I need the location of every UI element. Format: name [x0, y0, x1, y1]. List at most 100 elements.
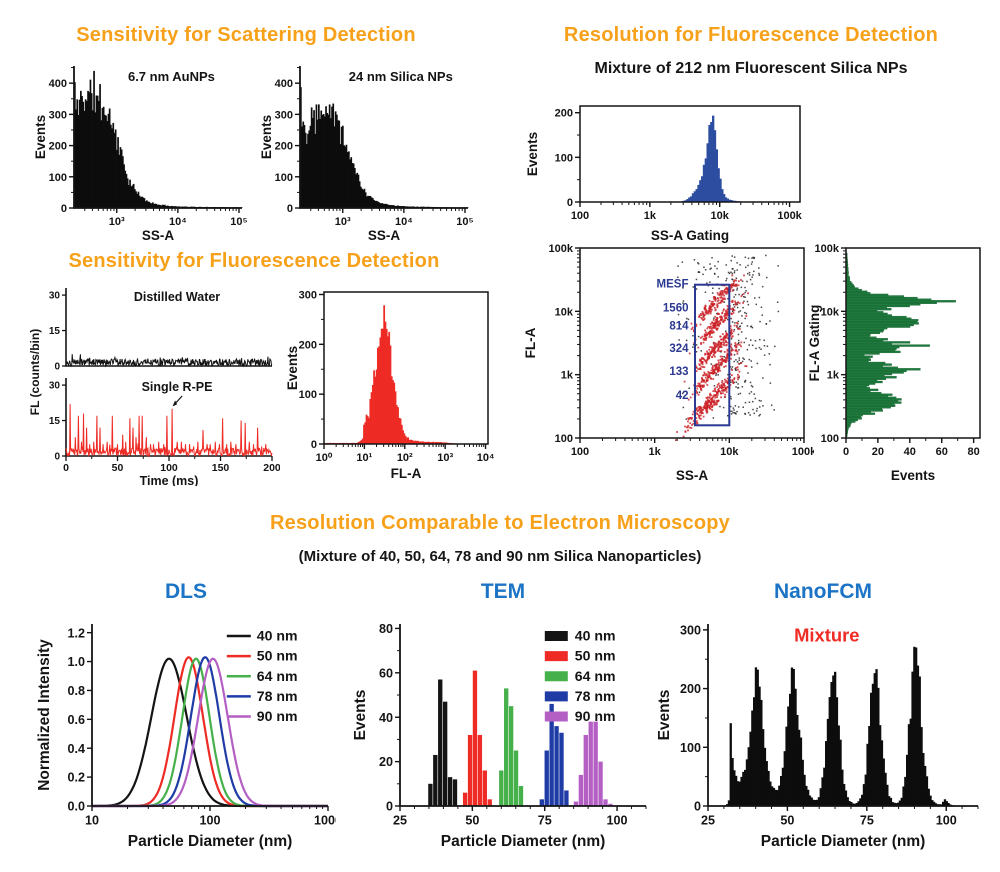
svg-text:300: 300: [299, 289, 317, 301]
svg-text:30: 30: [49, 291, 61, 302]
svg-text:300: 300: [49, 109, 67, 121]
svg-text:10⁵: 10⁵: [456, 216, 473, 228]
aunps-plot-svg: 10³ 10⁴ 10⁵ 0 100 200 300 400 SS-A Events 6.7 nm A…: [33, 66, 248, 243]
svg-text:1560: 1560: [663, 303, 689, 315]
svg-text:100: 100: [555, 433, 573, 445]
svg-text:100: 100: [160, 462, 178, 474]
svg-text:75: 75: [860, 814, 874, 828]
svg-text:MESF: MESF: [657, 278, 689, 290]
svg-text:10k: 10k: [711, 210, 730, 222]
svg-text:100k: 100k: [792, 446, 814, 458]
svg-text:Distilled Water: Distilled Water: [134, 290, 220, 304]
svg-text:0.8: 0.8: [67, 684, 85, 698]
svg-text:324: 324: [669, 343, 689, 355]
svg-text:20: 20: [379, 755, 393, 769]
svg-text:Particle Diameter (nm): Particle Diameter (nm): [128, 833, 293, 850]
svg-text:64 nm: 64 nm: [575, 668, 616, 684]
svg-text:200: 200: [263, 462, 280, 474]
svg-text:10: 10: [85, 814, 99, 828]
svg-text:300: 300: [680, 623, 701, 637]
svg-text:Events: Events: [285, 346, 300, 390]
chart-rpe-fla-histogram: 10⁰ 10¹ 10² 10³ 10⁴ 0 100 200 300 FL-A Events: [284, 280, 498, 484]
svg-text:100k: 100k: [815, 243, 840, 255]
svg-text:42: 42: [676, 390, 689, 402]
svg-text:24 nm Silica NPs: 24 nm Silica NPs: [349, 69, 453, 84]
svg-text:40 nm: 40 nm: [257, 628, 298, 644]
svg-text:100: 100: [936, 814, 957, 828]
section-title-fluorescence-resolution: Resolution for Fluorescence Detection: [563, 24, 939, 46]
svg-text:10³: 10³: [335, 216, 351, 228]
svg-text:1k: 1k: [649, 446, 662, 458]
rpe-plot-svg: 10⁰ 10¹ 10² 10³ 10⁴ 0 100 200 300 FL-A Events: [285, 289, 495, 481]
svg-text:1.0: 1.0: [67, 655, 85, 669]
tem-plot-svg: 25 50 75 100 0 20 40 60 80 Particle Diameter (nm)…: [352, 622, 647, 850]
svg-text:0: 0: [386, 800, 393, 814]
svg-text:300: 300: [275, 109, 293, 121]
svg-text:10k: 10k: [720, 446, 739, 458]
section-title-fluorescence-sensitivity: Sensitivity for Fluorescence Detection: [68, 250, 440, 272]
svg-text:25: 25: [393, 814, 407, 828]
svg-text:0: 0: [54, 362, 60, 373]
svg-text:90 nm: 90 nm: [257, 708, 298, 724]
svg-text:Events: Events: [352, 690, 369, 741]
svg-text:1.2: 1.2: [67, 626, 85, 640]
svg-text:40: 40: [904, 446, 916, 458]
svg-text:100: 100: [199, 814, 220, 828]
svg-text:0: 0: [694, 800, 701, 814]
svg-text:78 nm: 78 nm: [575, 688, 616, 704]
svg-text:814: 814: [669, 320, 689, 332]
svg-text:0: 0: [54, 452, 60, 463]
svg-text:0: 0: [61, 203, 67, 215]
svg-text:0: 0: [311, 439, 317, 451]
svg-text:10³: 10³: [109, 216, 125, 228]
svg-text:6.7 nm AuNPs: 6.7 nm AuNPs: [128, 69, 215, 84]
section-title-em-resolution: Resolution Comparable to Electron Micros…: [270, 512, 730, 534]
svg-text:100: 100: [821, 433, 839, 445]
svg-text:FL-A Gating: FL-A Gating: [807, 305, 822, 382]
svg-text:10k: 10k: [555, 306, 574, 318]
svg-text:1k: 1k: [561, 370, 574, 382]
svg-text:200: 200: [555, 108, 573, 120]
method-label-nanofcm: NanoFCM: [774, 580, 872, 603]
svg-text:Particle Diameter (nm): Particle Diameter (nm): [761, 833, 926, 850]
svg-text:1k: 1k: [827, 370, 840, 382]
svg-text:10⁴: 10⁴: [477, 452, 495, 464]
svg-text:Events: Events: [259, 115, 274, 159]
svg-text:Single R-PE: Single R-PE: [142, 380, 213, 394]
svg-text:40: 40: [379, 711, 393, 725]
svg-text:50: 50: [780, 814, 794, 828]
section-title-scattering-sensitivity: Sensitivity for Scattering Detection: [76, 24, 416, 46]
traces-plot-svg: 0 15 30 Distilled Water 0 15 30 Single R-PE 0 50 1…: [28, 288, 280, 486]
method-label-dls: DLS: [165, 580, 207, 603]
svg-text:SS-A: SS-A: [368, 228, 401, 243]
svg-text:0.6: 0.6: [67, 713, 85, 727]
method-label-tem: TEM: [480, 580, 526, 603]
svg-text:133: 133: [669, 366, 688, 378]
svg-text:10²: 10²: [397, 452, 413, 464]
svg-text:10³: 10³: [437, 452, 453, 464]
svg-text:SS-A: SS-A: [676, 468, 709, 483]
svg-text:80: 80: [967, 446, 979, 458]
svg-text:Events: Events: [33, 115, 48, 159]
svg-text:100: 100: [571, 446, 589, 458]
gfl-plot-svg: 0 20 40 60 80 100 1k 10k 100k Events FL-A Gating: [807, 243, 981, 483]
chart-ssa-gating-histogram: 100 1k 10k 100k 0 100 200 SS-A Gating Events: [524, 96, 824, 246]
chart-nanofcm-size-histogram: 25 50 75 100 0 100 200 300 Particle Diameter (nm…: [656, 610, 990, 852]
svg-text:50 nm: 50 nm: [575, 648, 616, 664]
svg-text:Time (ms): Time (ms): [140, 474, 199, 486]
svg-text:0: 0: [567, 197, 573, 209]
subtitle-nanoparticle-mixture: (Mixture of 40, 50, 64, 78 and 90 nm Sil…: [298, 548, 702, 565]
svg-text:15: 15: [49, 416, 61, 427]
chart-silica-ssa-histogram: 10³ 10⁴ 10⁵ 0 100 200 300 400 SS-A Events 24 nm Si…: [258, 54, 478, 246]
svg-text:0: 0: [287, 203, 293, 215]
svg-text:10⁵: 10⁵: [230, 216, 247, 228]
svg-text:50 nm: 50 nm: [257, 648, 298, 664]
svg-text:50: 50: [465, 814, 479, 828]
svg-text:10¹: 10¹: [356, 452, 372, 464]
svg-text:10⁴: 10⁴: [169, 216, 187, 228]
svg-text:64 nm: 64 nm: [257, 668, 298, 684]
svg-text:Events: Events: [525, 132, 540, 176]
svg-text:40 nm: 40 nm: [575, 628, 616, 644]
svg-text:200: 200: [275, 141, 293, 153]
